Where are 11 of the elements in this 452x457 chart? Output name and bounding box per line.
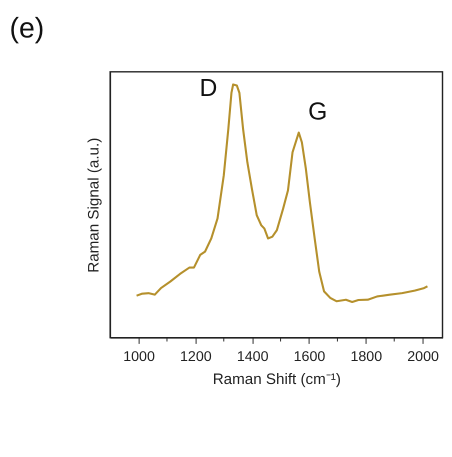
- x-tick-label: 1400: [236, 348, 269, 365]
- x-tick-label: 1600: [294, 348, 326, 365]
- annotation: G: [308, 98, 328, 126]
- annotation: D: [200, 74, 218, 102]
- x-tick-label: 1000: [123, 348, 155, 365]
- chart-title: (e): [9, 12, 44, 45]
- x-tick-label: 1800: [350, 348, 382, 365]
- y-axis-title: Raman Signal (a.u.): [85, 138, 102, 273]
- x-axis-title: Raman Shift (cm⁻¹): [212, 370, 341, 388]
- x-tick-label: 1200: [180, 348, 212, 365]
- x-tick-label: 2000: [407, 348, 440, 365]
